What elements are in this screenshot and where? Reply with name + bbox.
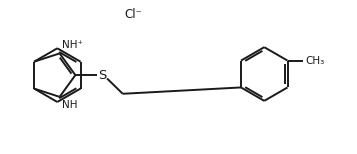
- Text: Cl⁻: Cl⁻: [125, 8, 143, 21]
- Text: NH: NH: [62, 100, 78, 110]
- Text: NH⁺: NH⁺: [62, 40, 83, 50]
- Text: CH₃: CH₃: [305, 56, 324, 66]
- Text: S: S: [98, 69, 106, 82]
